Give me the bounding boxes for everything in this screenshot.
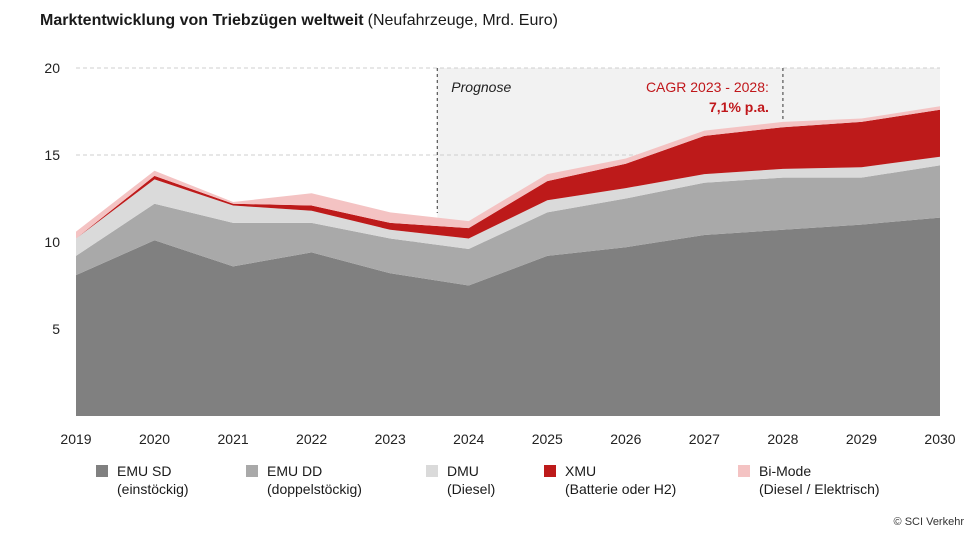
legend-item: EMU SD (einstöckig) [96,462,189,498]
area-series [76,165,940,286]
area-series [76,109,940,239]
x-tick-label: 2023 [375,431,406,447]
legend-label: EMU SD [117,463,172,479]
legend-item: DMU (Diesel) [426,462,495,498]
x-tick-label: 2021 [218,431,249,447]
x-tick-label: 2028 [767,431,798,447]
forecast-label: Prognose [451,79,511,95]
legend-sublabel: (Batterie oder H2) [565,481,677,497]
legend-sublabel: (Diesel / Elektrisch) [759,481,880,497]
cagr-value: 7,1% p.a. [709,99,769,115]
legend-swatch [246,465,258,477]
x-tick-label: 2019 [60,431,91,447]
y-tick-label: 20 [44,60,60,76]
title-text: Marktentwicklung von Triebzügen weltweit [40,12,364,29]
area-series [76,217,940,416]
legend-sublabel: (Diesel) [447,481,496,497]
legend-sublabel: (doppelstöckig) [267,481,362,497]
legend-label: Bi-Mode [759,463,812,479]
x-tick-label: 2027 [689,431,720,447]
copyright-text: © SCI Verkehr [893,516,964,528]
x-tick-label: 2022 [296,431,327,447]
x-tick-label: 2024 [453,431,484,447]
legend-label: XMU [565,463,597,479]
x-tick-label: 2020 [139,431,170,447]
y-tick-label: 15 [44,147,60,163]
y-tick-label: 10 [44,234,60,250]
legend-swatch [544,465,556,477]
chart-title: Marktentwicklung von Triebzügen weltweit… [40,12,558,30]
legend-swatch [426,465,438,477]
area-series [76,106,940,239]
legend-label: DMU [447,463,479,479]
legend-label: EMU DD [267,463,323,479]
legend-item: EMU DD (doppelstöckig) [246,462,362,498]
legend-item: XMU (Batterie oder H2) [544,462,676,498]
area-series [76,156,940,256]
x-tick-label: 2029 [846,431,877,447]
x-tick-label: 2026 [610,431,641,447]
x-tick-label: 2030 [924,431,955,447]
legend-swatch [738,465,750,477]
cagr-label: CAGR 2023 - 2028: [646,79,769,95]
subtitle-text: (Neufahrzeuge, Mrd. Euro) [367,12,558,29]
x-tick-label: 2025 [532,431,563,447]
y-tick-label: 5 [52,321,60,337]
legend-item: Bi-Mode (Diesel / Elektrisch) [738,462,880,498]
legend-swatch [96,465,108,477]
legend-sublabel: (einstöckig) [117,481,189,497]
legend: EMU SD (einstöckig) EMU DD (doppelstöckig) D… [0,462,980,512]
